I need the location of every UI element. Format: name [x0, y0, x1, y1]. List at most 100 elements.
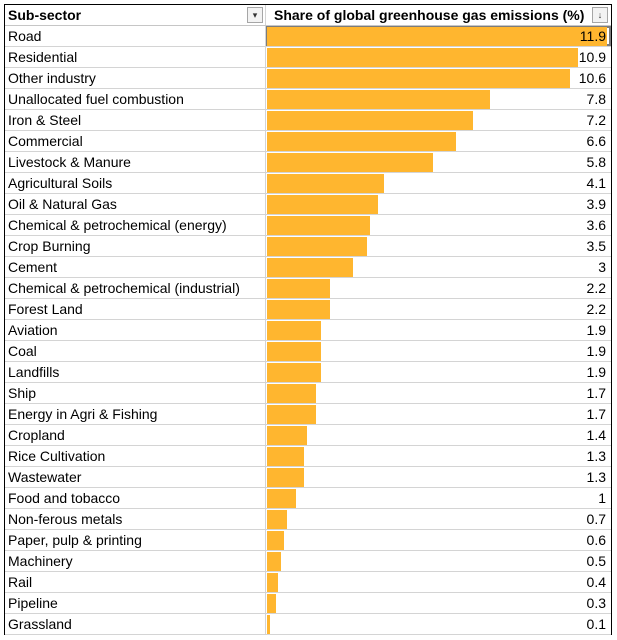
share-cell[interactable]: 2.2 [266, 299, 611, 319]
data-bar [267, 216, 370, 235]
share-cell[interactable]: 6.6 [266, 131, 611, 151]
sort-descending-filter-icon[interactable]: ↓ [592, 7, 608, 23]
table-row: Forest Land 2.2 [5, 299, 611, 320]
sub-sector-cell[interactable]: Chemical & petrochemical (energy) [5, 215, 266, 235]
sub-sector-cell[interactable]: Food and tobacco [5, 488, 266, 508]
share-cell[interactable]: 1.7 [266, 404, 611, 424]
table-row: Cement 3 [5, 257, 611, 278]
data-bar [267, 27, 607, 46]
share-value: 1.7 [586, 406, 606, 422]
sub-sector-cell[interactable]: Crop Burning [5, 236, 266, 256]
data-bar [267, 552, 281, 571]
dropdown-filter-icon[interactable]: ▾ [247, 7, 263, 23]
share-value: 7.8 [586, 91, 606, 107]
table-row: Residential 10.9 [5, 47, 611, 68]
share-cell[interactable]: 3 [266, 257, 611, 277]
share-value: 0.1 [586, 616, 606, 632]
table-row: Chemical & petrochemical (industrial) 2.2 [5, 278, 611, 299]
sub-sector-cell[interactable]: Commercial [5, 131, 266, 151]
share-cell[interactable]: 7.8 [266, 89, 611, 109]
sub-sector-cell[interactable]: Cropland [5, 425, 266, 445]
share-cell[interactable]: 1.9 [266, 341, 611, 361]
share-cell[interactable]: 3.6 [266, 215, 611, 235]
sub-sector-cell[interactable]: Livestock & Manure [5, 152, 266, 172]
share-cell[interactable]: 0.1 [266, 614, 611, 634]
share-cell[interactable]: 5.8 [266, 152, 611, 172]
share-value: 1.3 [586, 469, 606, 485]
table-row: Oil & Natural Gas 3.9 [5, 194, 611, 215]
header-label-share: Share of global greenhouse gas emissions… [274, 7, 585, 23]
sub-sector-cell[interactable]: Chemical & petrochemical (industrial) [5, 278, 266, 298]
sub-sector-cell[interactable]: Wastewater [5, 467, 266, 487]
share-cell[interactable]: 1.7 [266, 383, 611, 403]
sub-sector-cell[interactable]: Rice Cultivation [5, 446, 266, 466]
share-value: 7.2 [586, 112, 606, 128]
table-row: Unallocated fuel combustion 7.8 [5, 89, 611, 110]
sub-sector-cell[interactable]: Coal [5, 341, 266, 361]
sub-sector-cell[interactable]: Other industry [5, 68, 266, 88]
table-row: Food and tobacco 1 [5, 488, 611, 509]
table-row: Machinery 0.5 [5, 551, 611, 572]
share-cell[interactable]: 1.3 [266, 467, 611, 487]
header-cell-share[interactable]: Share of global greenhouse gas emissions… [266, 5, 611, 25]
sub-sector-cell[interactable]: Aviation [5, 320, 266, 340]
sub-sector-cell[interactable]: Machinery [5, 551, 266, 571]
sub-sector-cell[interactable]: Energy in Agri & Fishing [5, 404, 266, 424]
share-value: 6.6 [586, 133, 606, 149]
share-value: 10.9 [578, 49, 606, 65]
sub-sector-cell[interactable]: Ship [5, 383, 266, 403]
data-bar [267, 363, 321, 382]
table-row: Other industry 10.6 [5, 68, 611, 89]
sub-sector-cell[interactable]: Forest Land [5, 299, 266, 319]
share-value: 2.2 [586, 301, 606, 317]
share-value: 5.8 [586, 154, 606, 170]
share-cell[interactable]: 3.9 [266, 194, 611, 214]
sub-sector-cell[interactable]: Paper, pulp & printing [5, 530, 266, 550]
data-bar [267, 48, 578, 67]
sub-sector-cell[interactable]: Pipeline [5, 593, 266, 613]
share-value: 0.5 [586, 553, 606, 569]
sub-sector-cell[interactable]: Oil & Natural Gas [5, 194, 266, 214]
data-bar [267, 447, 304, 466]
header-cell-sub-sector[interactable]: Sub-sector ▾ [5, 5, 266, 25]
share-cell[interactable]: 0.4 [266, 572, 611, 592]
table-row: Energy in Agri & Fishing 1.7 [5, 404, 611, 425]
share-value: 1.7 [586, 385, 606, 401]
data-bar [267, 510, 287, 529]
share-cell[interactable]: 3.5 [266, 236, 611, 256]
sub-sector-cell[interactable]: Agricultural Soils [5, 173, 266, 193]
share-cell[interactable]: 0.5 [266, 551, 611, 571]
share-cell[interactable]: 1.9 [266, 362, 611, 382]
data-bar [267, 573, 278, 592]
share-cell[interactable]: 0.3 [266, 593, 611, 613]
share-cell[interactable]: 10.9 [266, 47, 611, 67]
share-value: 0.6 [586, 532, 606, 548]
share-cell[interactable]: 0.6 [266, 530, 611, 550]
sub-sector-cell[interactable]: Grassland [5, 614, 266, 634]
table-row: Chemical & petrochemical (energy) 3.6 [5, 215, 611, 236]
data-bar [267, 153, 433, 172]
share-cell[interactable]: 4.1 [266, 173, 611, 193]
sub-sector-cell[interactable]: Iron & Steel [5, 110, 266, 130]
data-bar [267, 132, 456, 151]
share-cell[interactable]: 10.6 [266, 68, 611, 88]
sub-sector-cell[interactable]: Rail [5, 572, 266, 592]
share-cell[interactable]: 1.9 [266, 320, 611, 340]
header-row: Sub-sector ▾ Share of global greenhouse … [5, 5, 611, 26]
sub-sector-cell[interactable]: Residential [5, 47, 266, 67]
share-value: 1.3 [586, 448, 606, 464]
share-cell[interactable]: 0.7 [266, 509, 611, 529]
share-cell[interactable]: 1 [266, 488, 611, 508]
share-cell[interactable]: 11.9 [266, 26, 611, 46]
sub-sector-cell[interactable]: Unallocated fuel combustion [5, 89, 266, 109]
data-bar [267, 195, 378, 214]
sub-sector-cell[interactable]: Cement [5, 257, 266, 277]
table-row: Paper, pulp & printing 0.6 [5, 530, 611, 551]
sub-sector-cell[interactable]: Landfills [5, 362, 266, 382]
share-cell[interactable]: 2.2 [266, 278, 611, 298]
share-cell[interactable]: 1.4 [266, 425, 611, 445]
sub-sector-cell[interactable]: Non-ferous metals [5, 509, 266, 529]
share-cell[interactable]: 7.2 [266, 110, 611, 130]
share-cell[interactable]: 1.3 [266, 446, 611, 466]
sub-sector-cell[interactable]: Road [5, 26, 266, 46]
